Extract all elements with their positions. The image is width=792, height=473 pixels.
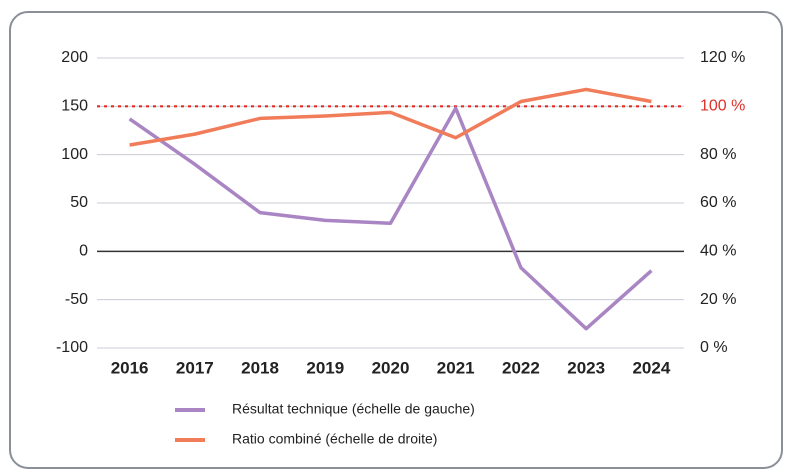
y-tick-label: -100 [56, 339, 88, 356]
y2-tick-label: 60 % [700, 194, 736, 211]
legend-label: Ratio combiné (échelle de droite) [232, 431, 437, 447]
card-frame [9, 11, 783, 469]
y-tick-label: 200 [61, 49, 88, 66]
y2-tick-label: 100 % [700, 98, 745, 115]
y2-tick-label: 20 % [700, 291, 736, 308]
y-tick-label: 150 [61, 98, 88, 115]
series-line [128, 106, 653, 331]
x-tick-label: 2017 [176, 358, 214, 377]
y2-tick-label: 80 % [700, 146, 736, 163]
y-tick-label: 50 [70, 194, 88, 211]
x-tick-label: 2021 [437, 358, 475, 377]
legend-label: Résultat technique (échelle de gauche) [232, 401, 475, 417]
x-tick-label: 2023 [567, 358, 605, 377]
x-tick-label: 2018 [241, 358, 279, 377]
y2-tick-label: 0 % [700, 339, 728, 356]
y-tick-label: 100 [61, 146, 88, 163]
y-tick-label: 0 [79, 243, 88, 260]
y2-tick-label: 40 % [700, 243, 736, 260]
x-tick-label: 2024 [632, 358, 670, 377]
x-tick-label: 2019 [306, 358, 344, 377]
x-tick-label: 2016 [111, 358, 149, 377]
series-line [129, 87, 652, 147]
x-tick-label: 2020 [372, 358, 410, 377]
y-tick-label: -50 [65, 291, 88, 308]
y2-tick-label: 120 % [700, 49, 745, 66]
x-tick-label: 2022 [502, 358, 540, 377]
